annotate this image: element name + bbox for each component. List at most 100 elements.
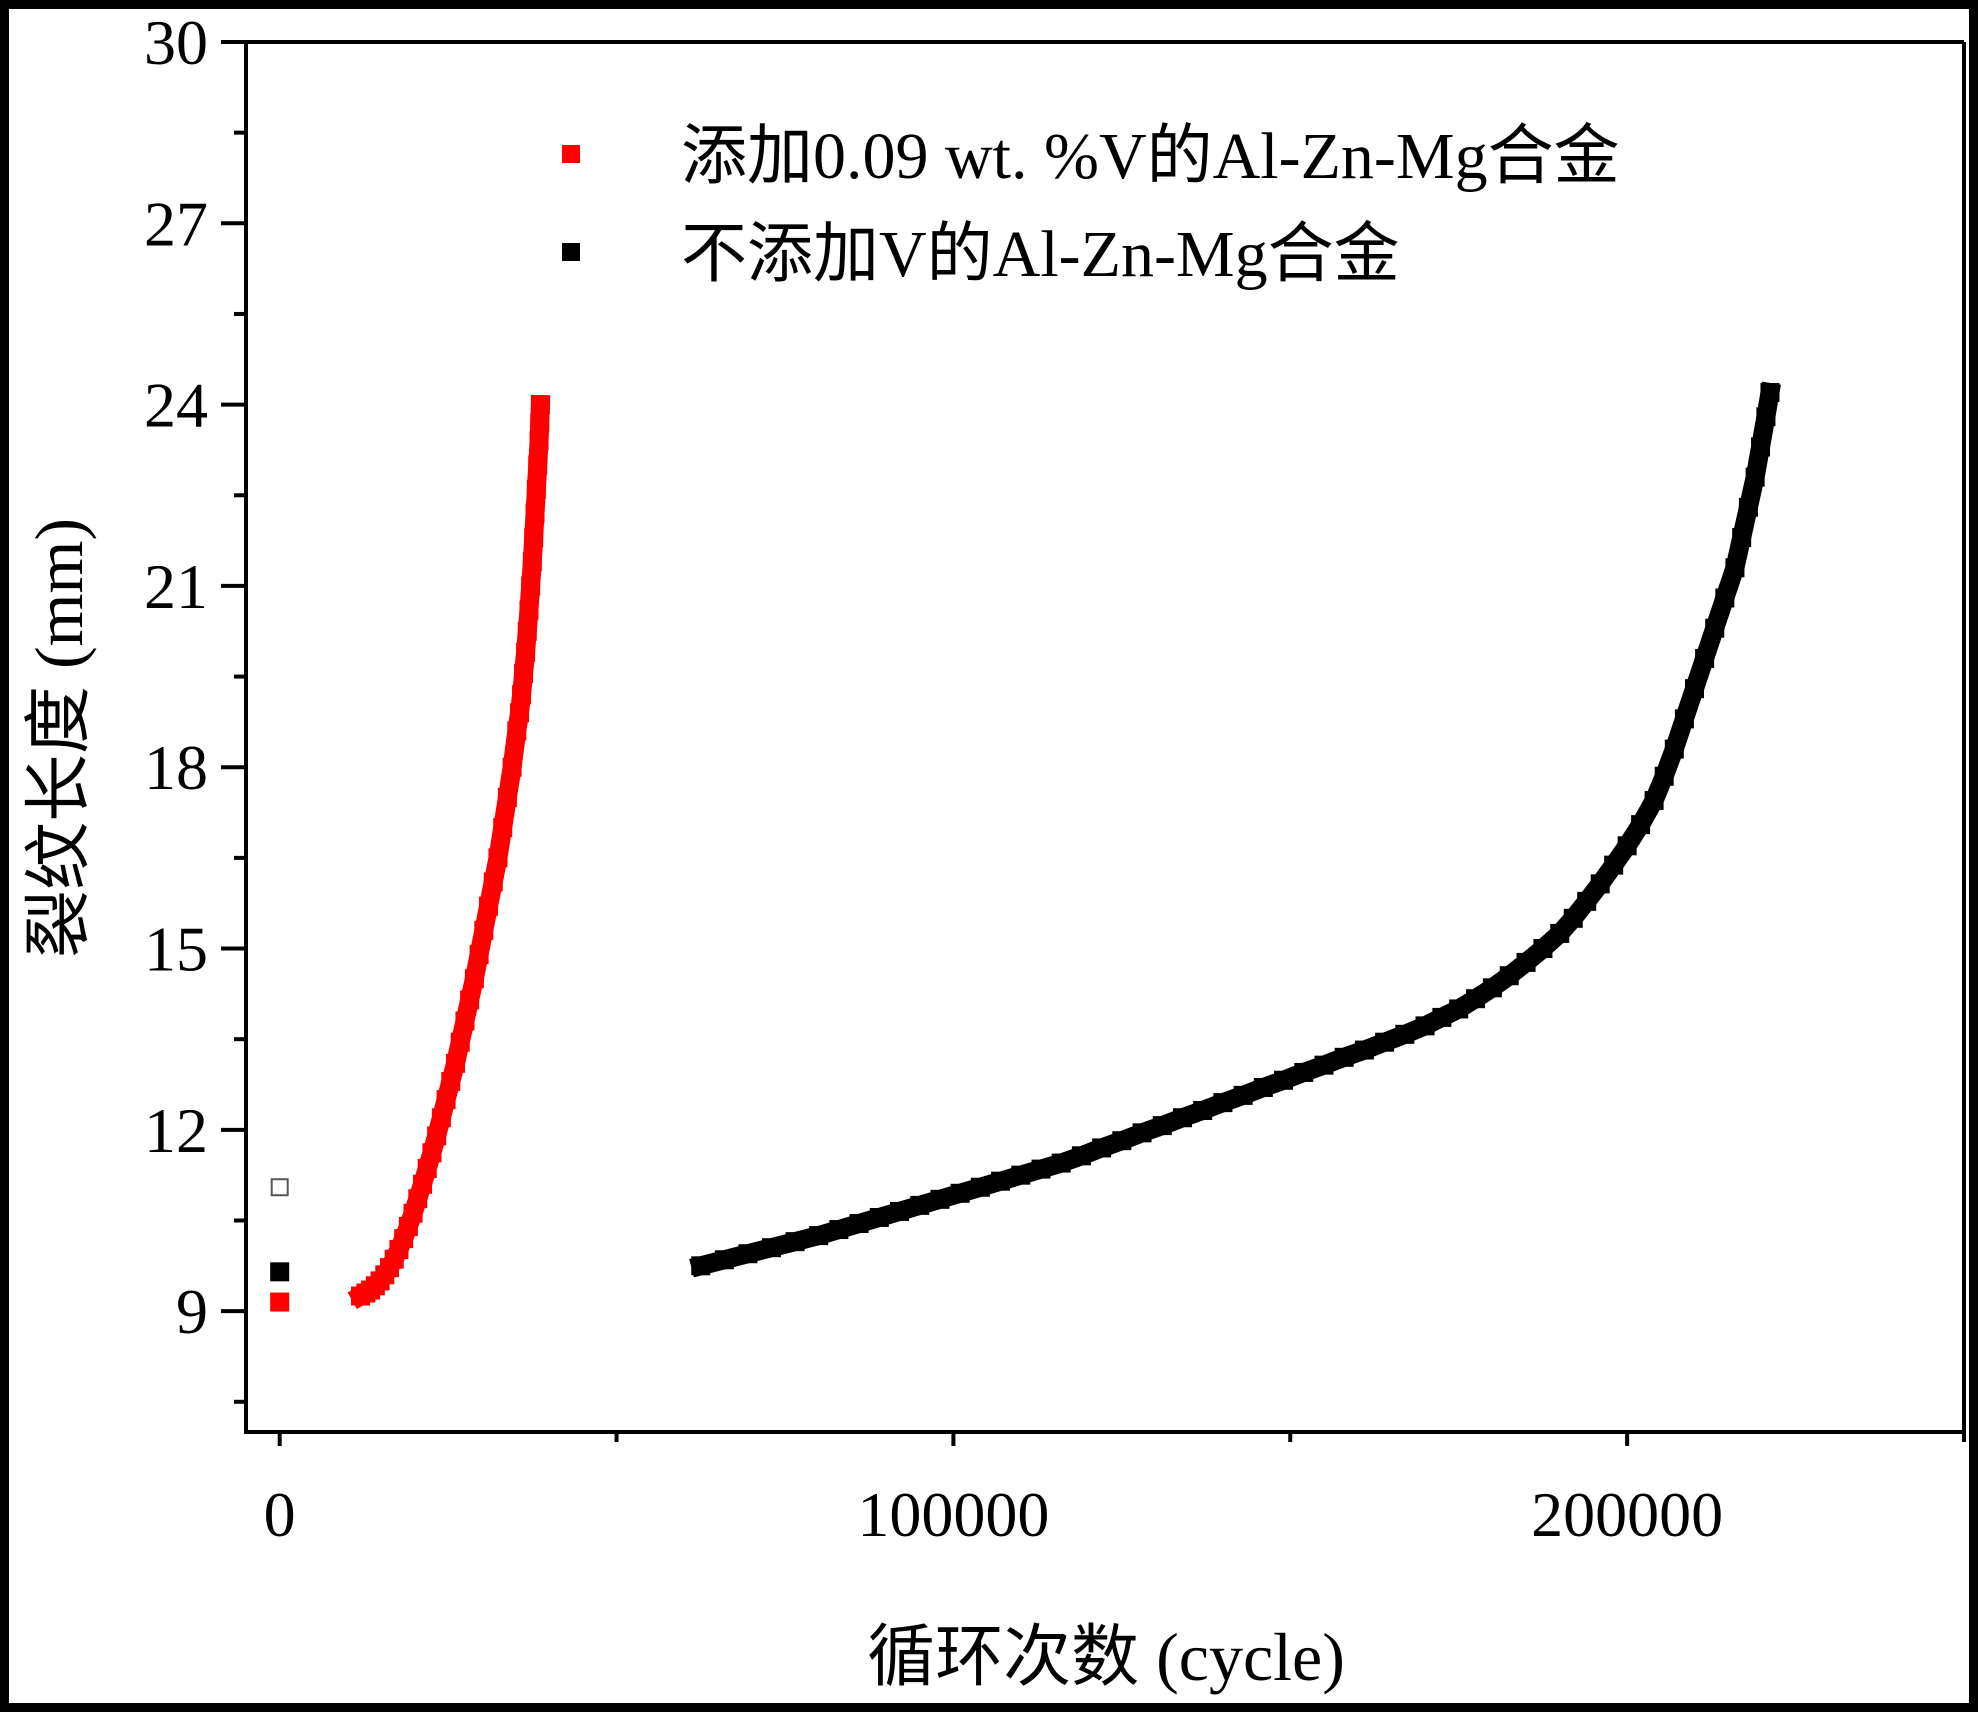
data-point-series-0 [450, 1032, 470, 1052]
y-tick-label: 9 [176, 1276, 208, 1347]
data-point-series-0 [530, 413, 550, 433]
data-point-series-0 [526, 479, 546, 499]
data-point-series-1 [1031, 1159, 1051, 1179]
data-point-series-1 [1738, 497, 1758, 517]
data-point-series-1 [1516, 952, 1536, 972]
data-point-series-1 [1604, 855, 1624, 875]
legend-marker-black [562, 243, 580, 261]
data-point-series-0 [422, 1143, 442, 1163]
data-point-series-1 [1695, 648, 1715, 668]
data-point-series-1 [1274, 1070, 1294, 1090]
data-point-series-1 [1415, 1016, 1435, 1036]
data-point-series-1 [1253, 1078, 1273, 1098]
data-point-series-1 [829, 1220, 849, 1240]
data-point-series-1 [1172, 1108, 1192, 1128]
data-point-series-0 [510, 703, 530, 723]
data-point-series-1 [1705, 618, 1725, 638]
data-point-series-1 [1112, 1131, 1132, 1151]
data-point-series-1 [1617, 836, 1637, 856]
series-line-1 [689, 381, 1781, 1278]
data-point-series-1 [1715, 588, 1735, 608]
data-point-series-0 [427, 1126, 447, 1146]
data-point-series-1 [869, 1207, 889, 1227]
data-point-series-1 [738, 1244, 758, 1264]
data-point-series-1 [1314, 1055, 1334, 1075]
data-point-series-0 [528, 455, 548, 475]
data-point-series-1 [1466, 989, 1486, 1009]
data-point-series-1 [1051, 1153, 1071, 1173]
data-point-series-1 [1577, 891, 1597, 911]
data-point-series-0 [446, 1053, 466, 1073]
data-point-series-1 [1499, 966, 1519, 986]
data-point-series-1 [1654, 766, 1674, 786]
data-point-series-0 [474, 920, 494, 940]
data-points [270, 383, 1780, 1312]
series-line-0 [347, 394, 551, 1309]
data-point-series-1 [1375, 1032, 1395, 1052]
data-point-series-1 [890, 1201, 910, 1221]
data-point-series-1 [950, 1183, 970, 1203]
data-point-series-1 [849, 1214, 869, 1233]
data-point-series-1 [970, 1177, 990, 1197]
data-point-series-1 [1590, 874, 1610, 894]
data-point-series-0 [529, 431, 549, 451]
data-point-series-1 [1011, 1165, 1031, 1185]
legend: 添加0.09 wt. %V的Al-Zn-Mg合金 不添加V的Al-Zn-Mg合金 [562, 120, 1620, 291]
data-point-series-0 [460, 990, 480, 1010]
legend-label-without-v: 不添加V的Al-Zn-Mg合金 [681, 218, 1400, 291]
data-point-series-1 [1751, 437, 1771, 457]
data-point-series-0 [502, 757, 522, 777]
data-point-series-1 [1674, 709, 1694, 729]
legend-label-with-v: 添加0.09 wt. %V的Al-Zn-Mg合金 [681, 120, 1620, 193]
data-point-series-0 [497, 787, 517, 807]
data-point-series-0 [521, 576, 541, 596]
data-point-series-1 [1132, 1123, 1152, 1143]
data-point-series-1 [1631, 815, 1651, 835]
data-point-series-1 [714, 1250, 734, 1270]
y-tick-label: 30 [144, 7, 208, 78]
data-point-series-1 [1092, 1138, 1112, 1158]
data-point-series-0 [517, 621, 537, 641]
y-axis-label: 裂纹长度 (mm) [21, 518, 97, 958]
data-point-series-0 [512, 685, 532, 705]
y-tick-label: 27 [144, 188, 208, 259]
data-point-series-1 [1550, 923, 1570, 943]
data-point-series-1 [809, 1226, 829, 1246]
data-point-series-1 [1432, 1007, 1452, 1027]
data-point-series-1 [1193, 1100, 1213, 1120]
data-point-series-0 [413, 1174, 433, 1194]
x-axis-label: 循环次数 (cycle) [867, 1619, 1345, 1695]
data-point-series-1 [1732, 528, 1752, 548]
data-point-series-0 [431, 1108, 451, 1128]
data-point-series-1 [1745, 467, 1765, 487]
data-point-series-0 [403, 1203, 423, 1223]
data-point-series-0 [525, 503, 545, 523]
x-tick-label: 100000 [857, 1479, 1049, 1550]
data-point-hollow [270, 1178, 289, 1197]
y-tick-label: 18 [144, 732, 208, 803]
data-point-series-1 [1071, 1146, 1091, 1166]
data-point-series-1 [1449, 999, 1469, 1019]
data-point-series-1 [1725, 558, 1745, 578]
data-point-series-1 [1533, 939, 1553, 959]
data-point-series-1 [1152, 1116, 1172, 1136]
data-point-series-0 [464, 969, 484, 989]
data-point-series-1 [1563, 908, 1583, 928]
data-point-series-0 [479, 896, 499, 916]
data-point-series-0 [522, 552, 542, 572]
x-tick-label: 200000 [1531, 1479, 1723, 1550]
data-point-series-1 [1334, 1047, 1354, 1067]
data-point-series-0 [455, 1011, 475, 1031]
legend-marker-red [562, 145, 580, 163]
data-point-series-0 [441, 1071, 461, 1091]
data-point-series-1 [930, 1189, 950, 1209]
data-point-series-0 [493, 818, 513, 838]
data-point-series-1 [1294, 1062, 1314, 1082]
data-point-series-0 [488, 848, 508, 868]
data-point-series-0 [469, 945, 489, 965]
y-tick-label: 12 [144, 1095, 208, 1166]
x-tick-label: 0 [264, 1479, 296, 1550]
data-point-series-1 [1664, 739, 1684, 759]
